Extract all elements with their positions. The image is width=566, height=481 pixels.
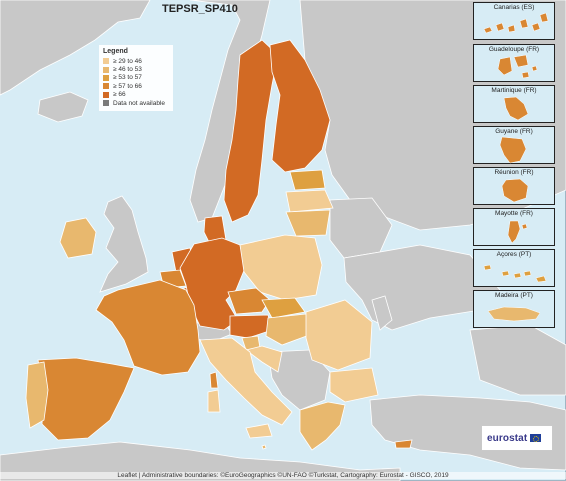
inset-reunion[interactable]: Réunion (FR) — [473, 167, 555, 205]
inset-map — [483, 264, 547, 283]
legend-item-label: ≥ 29 to 46 — [113, 57, 142, 65]
legend-swatch — [103, 91, 109, 98]
corsica-island — [209, 371, 219, 389]
africa-region[interactable] — [0, 441, 401, 481]
legend-item-label: ≥ 46 to 53 — [113, 66, 142, 74]
map-attribution[interactable]: Leaflet | Administrative boundaries: ©Eu… — [0, 472, 566, 479]
map-title: TEPSR_SP410 — [162, 3, 238, 15]
inset-label: Martinique (FR) — [491, 87, 537, 94]
inset-map — [507, 220, 528, 244]
inset-map — [483, 12, 549, 34]
inset-martinique[interactable]: Martinique (FR) — [473, 85, 555, 123]
legend-swatch — [103, 66, 109, 73]
croatia-country[interactable] — [245, 345, 283, 373]
legend-item: ≥ 29 to 46 — [103, 57, 169, 65]
eurostat-logo[interactable]: eurostat — [481, 425, 553, 451]
legend-item: ≥ 66 — [103, 91, 169, 99]
inset-map — [497, 54, 538, 79]
inset-map — [487, 306, 541, 322]
moldova-country[interactable] — [371, 295, 393, 331]
ireland-country[interactable] — [59, 217, 97, 259]
legend-swatch — [103, 100, 109, 107]
malta-island[interactable] — [261, 444, 267, 450]
inset-label: Mayotte (FR) — [495, 210, 533, 217]
hungary-country[interactable] — [265, 313, 313, 346]
legend-item-label: ≥ 53 to 57 — [113, 74, 142, 82]
lithuania-country[interactable] — [285, 209, 331, 237]
estonia-country[interactable] — [289, 169, 326, 191]
spain-country[interactable] — [37, 357, 135, 441]
cyprus-island[interactable] — [394, 439, 413, 449]
sardinia-island — [207, 389, 221, 413]
turkey-country[interactable] — [369, 394, 566, 471]
inset-label: Madeira (PT) — [495, 292, 533, 299]
italy-country[interactable] — [199, 337, 293, 426]
inset-mayotte[interactable]: Mayotte (FR) — [473, 208, 555, 246]
legend: Legend ≥ 29 to 46 ≥ 46 to 53 ≥ 53 to 57 … — [99, 45, 173, 112]
inset-canarias[interactable]: Canarias (ES) — [473, 2, 555, 40]
inset-label: Açores (PT) — [496, 251, 532, 258]
legend-swatch — [103, 83, 109, 90]
legend-item: ≥ 53 to 57 — [103, 74, 169, 82]
legend-swatch — [103, 58, 109, 65]
inset-map — [503, 96, 529, 121]
austria-country[interactable] — [229, 314, 273, 339]
uk-country[interactable] — [99, 195, 149, 293]
eurostat-logo-text: eurostat — [487, 432, 528, 444]
romania-country[interactable] — [305, 299, 373, 371]
finland-country[interactable] — [269, 39, 331, 173]
inset-guyane[interactable]: Guyane (FR) — [473, 126, 555, 164]
greece-country[interactable] — [299, 401, 346, 451]
legend-item: Data not available — [103, 99, 169, 107]
slovakia-country[interactable] — [261, 297, 306, 319]
inset-label: Réunion (FR) — [494, 169, 534, 176]
greenland-region — [0, 0, 151, 96]
latvia-country[interactable] — [285, 189, 334, 213]
inset-madeira[interactable]: Madeira (PT) — [473, 290, 555, 328]
legend-swatch — [103, 74, 109, 81]
eu-flag-icon — [530, 434, 542, 442]
iceland-country[interactable] — [37, 91, 89, 123]
portugal-country[interactable] — [25, 361, 49, 429]
caucasus-region[interactable] — [469, 324, 566, 396]
inset-map — [501, 178, 529, 203]
inset-map — [499, 136, 527, 164]
france-country[interactable] — [95, 279, 201, 376]
inset-guadeloupe[interactable]: Guadeloupe (FR) — [473, 44, 555, 82]
legend-item: ≥ 57 to 66 — [103, 82, 169, 90]
sicily-island — [245, 423, 273, 439]
inset-label: Guyane (FR) — [495, 128, 533, 135]
bulgaria-country[interactable] — [329, 367, 379, 403]
inset-label: Canarias (ES) — [493, 4, 535, 11]
legend-item-label: ≥ 66 — [113, 91, 126, 99]
poland-country[interactable] — [239, 234, 323, 301]
legend-item: ≥ 46 to 53 — [103, 65, 169, 73]
legend-title: Legend — [103, 48, 128, 55]
legend-item-label: Data not available — [113, 99, 166, 107]
inset-label: Guadeloupe (FR) — [488, 46, 540, 53]
legend-item-label: ≥ 57 to 66 — [113, 82, 142, 90]
inset-acores[interactable]: Açores (PT) — [473, 249, 555, 287]
